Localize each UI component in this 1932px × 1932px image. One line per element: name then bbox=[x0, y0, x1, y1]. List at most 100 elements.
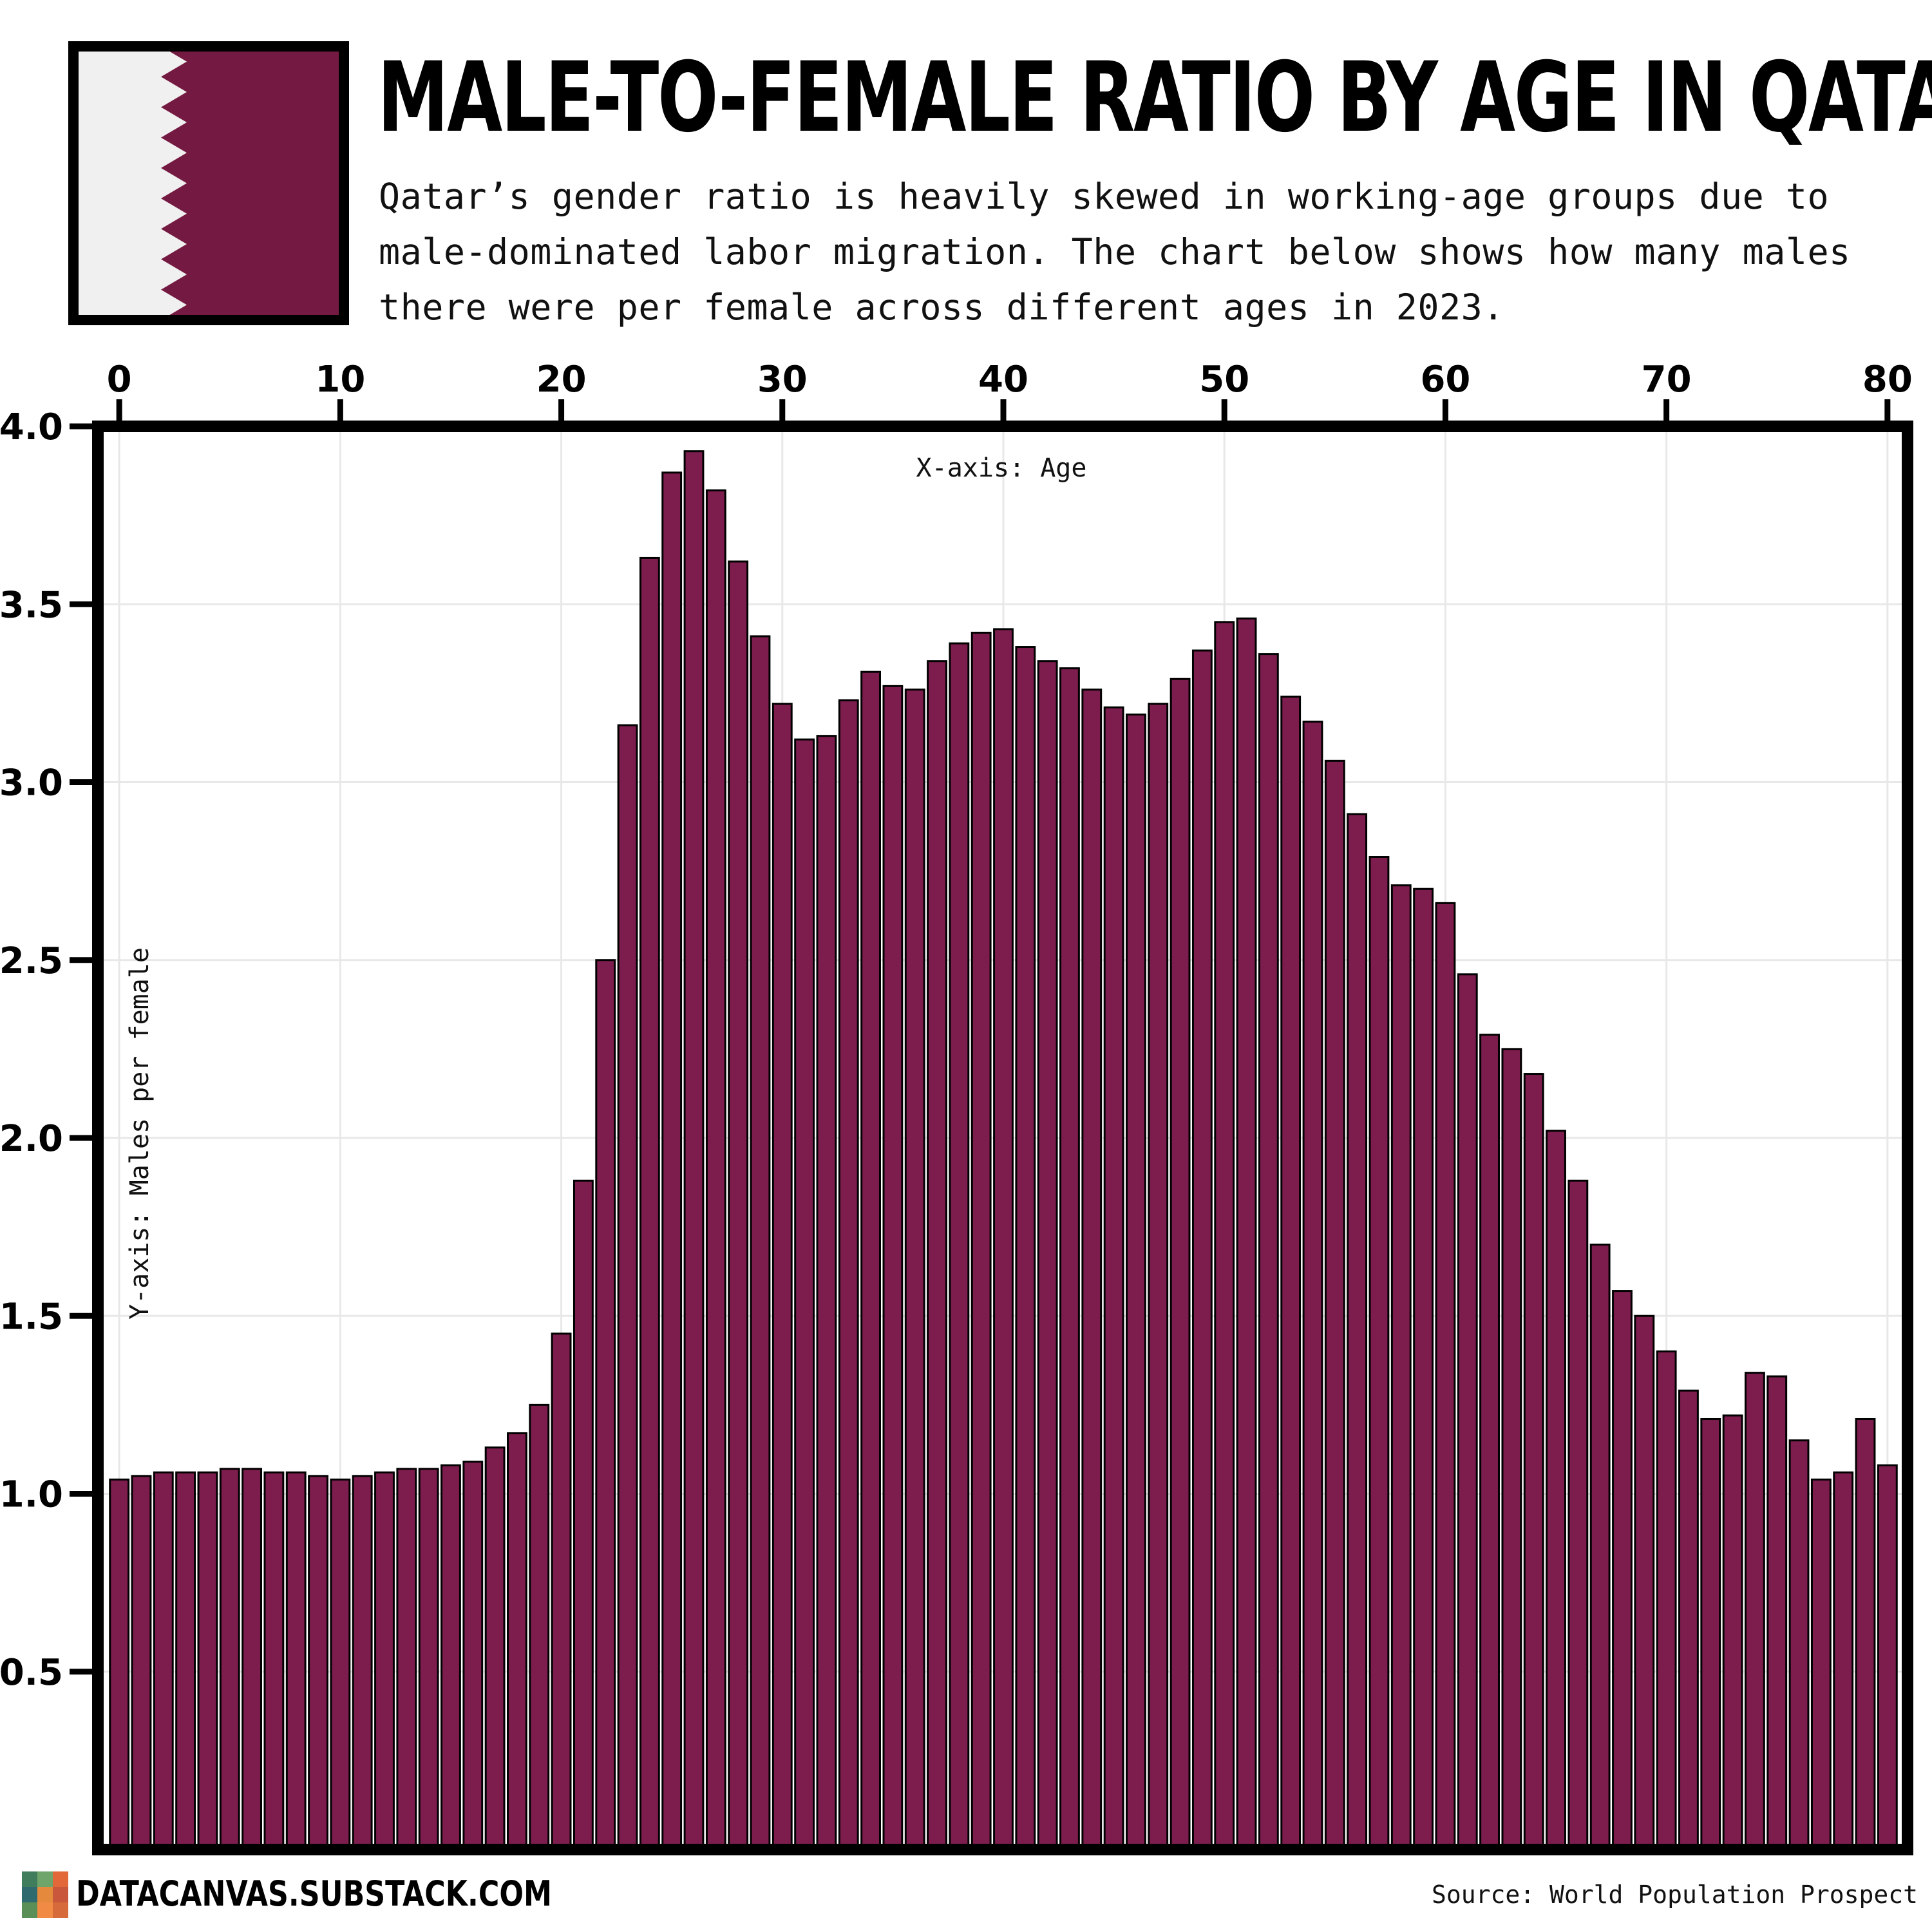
y-tick-label: 2.0 bbox=[0, 1118, 63, 1160]
bar bbox=[1634, 1314, 1655, 1851]
bar bbox=[1236, 617, 1257, 1851]
bar bbox=[1589, 1244, 1611, 1851]
x-tick-label: 30 bbox=[757, 359, 808, 401]
bar bbox=[1280, 696, 1302, 1851]
bar bbox=[153, 1471, 174, 1851]
bar bbox=[396, 1468, 417, 1851]
bar bbox=[1435, 902, 1456, 1851]
bar bbox=[462, 1461, 484, 1851]
bar bbox=[1546, 1130, 1566, 1851]
y-axis-label: Y-axis: Males per female bbox=[125, 947, 155, 1320]
bar bbox=[219, 1468, 240, 1851]
bar bbox=[838, 699, 859, 1851]
x-tick-label: 70 bbox=[1642, 359, 1692, 401]
bar bbox=[639, 556, 660, 1851]
y-tick-label: 1.5 bbox=[0, 1296, 63, 1338]
axis-ticks: 0 10 20 30 40 50 60 70 80 0.5 1.0 1.5 2.0 2.5 3.0 3.5 4.… bbox=[0, 359, 1913, 1694]
x-tick-label: 10 bbox=[315, 359, 365, 401]
bar bbox=[197, 1471, 218, 1851]
x-axis-label: X-axis: Age bbox=[916, 453, 1087, 483]
bar bbox=[728, 560, 749, 1851]
bar bbox=[1700, 1417, 1721, 1851]
bar bbox=[1413, 887, 1434, 1851]
bar bbox=[507, 1432, 527, 1851]
bar bbox=[573, 1179, 594, 1851]
bar bbox=[949, 642, 970, 1851]
bar bbox=[1457, 973, 1478, 1851]
bar bbox=[595, 959, 616, 1851]
bar bbox=[1855, 1417, 1876, 1851]
y-tick-label: 1.0 bbox=[0, 1474, 63, 1516]
bar bbox=[772, 703, 793, 1851]
bar bbox=[1191, 649, 1213, 1851]
bar bbox=[1766, 1375, 1788, 1851]
bar bbox=[1479, 1034, 1500, 1851]
bar bbox=[330, 1478, 351, 1851]
bar bbox=[308, 1475, 328, 1851]
bar bbox=[1015, 646, 1036, 1851]
bar bbox=[927, 660, 947, 1851]
x-tick-label: 20 bbox=[536, 359, 587, 401]
bar bbox=[882, 685, 904, 1851]
bar bbox=[1788, 1439, 1810, 1851]
bar bbox=[109, 1478, 130, 1851]
bar bbox=[1612, 1290, 1633, 1851]
y-tick-label: 4.0 bbox=[0, 406, 63, 448]
bar bbox=[1059, 667, 1080, 1851]
bar bbox=[1567, 1179, 1589, 1851]
bars bbox=[109, 450, 1898, 1851]
bar bbox=[484, 1446, 506, 1851]
bar bbox=[1501, 1048, 1522, 1851]
bar bbox=[440, 1464, 461, 1851]
bar bbox=[1833, 1471, 1854, 1851]
bar bbox=[860, 670, 881, 1851]
bar bbox=[1368, 856, 1390, 1851]
bar bbox=[1170, 677, 1191, 1851]
bar bbox=[816, 735, 837, 1851]
datacanvas-logo-icon bbox=[22, 1871, 68, 1918]
x-tick-label: 40 bbox=[978, 359, 1028, 401]
x-tick-label: 0 bbox=[107, 359, 132, 401]
bar bbox=[617, 724, 638, 1851]
bar bbox=[1810, 1478, 1832, 1851]
bar bbox=[1390, 884, 1412, 1851]
qatar-flag-icon bbox=[68, 41, 349, 325]
bar bbox=[993, 628, 1014, 1851]
bar bbox=[1126, 714, 1146, 1851]
bar bbox=[1081, 688, 1103, 1851]
x-tick-label: 50 bbox=[1199, 359, 1249, 401]
y-tick-label: 3.0 bbox=[0, 762, 63, 804]
y-tick-label: 0.5 bbox=[0, 1652, 63, 1694]
bar bbox=[750, 635, 771, 1851]
bar bbox=[175, 1471, 196, 1851]
bar bbox=[705, 489, 726, 1851]
bar bbox=[1302, 721, 1323, 1851]
bar bbox=[794, 738, 815, 1851]
bar bbox=[1103, 706, 1124, 1851]
bar bbox=[374, 1471, 395, 1851]
bar bbox=[1037, 660, 1058, 1851]
bar bbox=[1877, 1464, 1898, 1851]
bar bbox=[551, 1332, 572, 1851]
bar bbox=[418, 1468, 439, 1851]
bar bbox=[352, 1475, 373, 1851]
bar bbox=[1744, 1372, 1765, 1851]
bar bbox=[1214, 621, 1235, 1851]
bar bbox=[242, 1468, 263, 1851]
bar bbox=[263, 1471, 285, 1851]
bar bbox=[529, 1403, 550, 1851]
y-tick-label: 3.5 bbox=[0, 584, 63, 626]
bar bbox=[285, 1471, 307, 1851]
x-tick-label: 60 bbox=[1420, 359, 1470, 401]
bar bbox=[1678, 1389, 1699, 1851]
bar bbox=[1347, 813, 1368, 1851]
y-tick-label: 2.5 bbox=[0, 940, 63, 982]
bar bbox=[1523, 1073, 1544, 1851]
bar bbox=[1148, 703, 1169, 1851]
bar bbox=[904, 688, 925, 1851]
bar bbox=[1258, 653, 1279, 1851]
footer-brand[interactable]: DATACANVAS.SUBSTACK.COM bbox=[76, 1873, 553, 1914]
bar bbox=[1656, 1350, 1677, 1851]
bar bbox=[971, 631, 992, 1851]
